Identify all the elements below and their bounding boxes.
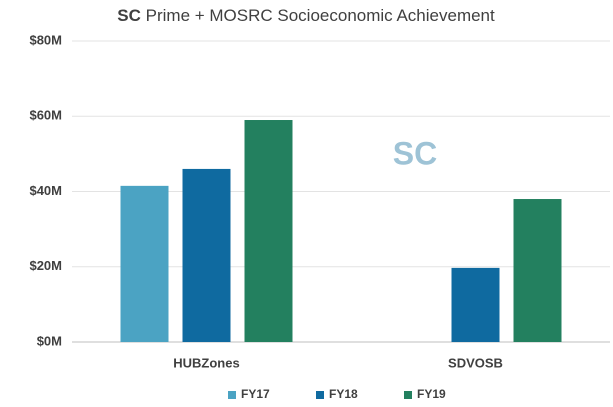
legend-label: FY18 — [329, 387, 358, 401]
y-tick-label: $80M — [29, 32, 62, 47]
legend-swatch — [404, 391, 412, 399]
y-tick-label: $20M — [29, 258, 62, 273]
bar — [513, 199, 562, 342]
x-tick-label: HUBZones — [173, 355, 239, 370]
y-tick-label: $60M — [29, 108, 62, 123]
watermark: SC — [393, 135, 437, 171]
bar — [120, 185, 169, 342]
title-text: Prime + MOSRC Socioeconomic Achievement — [146, 6, 495, 25]
bar — [244, 120, 293, 342]
legend-swatch — [228, 391, 236, 399]
x-tick-label: SDVOSB — [448, 355, 503, 370]
chart-title: SC Prime + MOSRC Socioeconomic Achieveme… — [117, 6, 495, 25]
y-tick-label: $0M — [37, 333, 62, 348]
y-tick-label: $40M — [29, 183, 62, 198]
legend-label: FY17 — [241, 387, 270, 401]
bar — [451, 267, 500, 342]
legend-swatch — [316, 391, 324, 399]
title-emphasis: SC — [117, 6, 141, 25]
bar — [182, 168, 231, 342]
legend-label: FY19 — [417, 387, 446, 401]
